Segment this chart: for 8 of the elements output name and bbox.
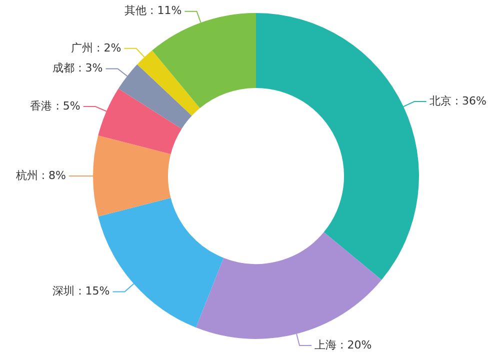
slice-label: 杭州 : 8%	[14, 168, 66, 182]
slice-label: 深圳 : 15%	[52, 284, 110, 298]
slice-label: 成都 : 3%	[52, 62, 103, 75]
slice-label: 上海 : 20%	[314, 338, 372, 352]
slice-label: 其他 : 11%	[124, 4, 182, 18]
slice-label: 广州 : 2%	[71, 41, 122, 54]
slice-label: 北京 : 36%	[429, 94, 486, 108]
slice-label: 香港 : 5%	[30, 99, 80, 112]
